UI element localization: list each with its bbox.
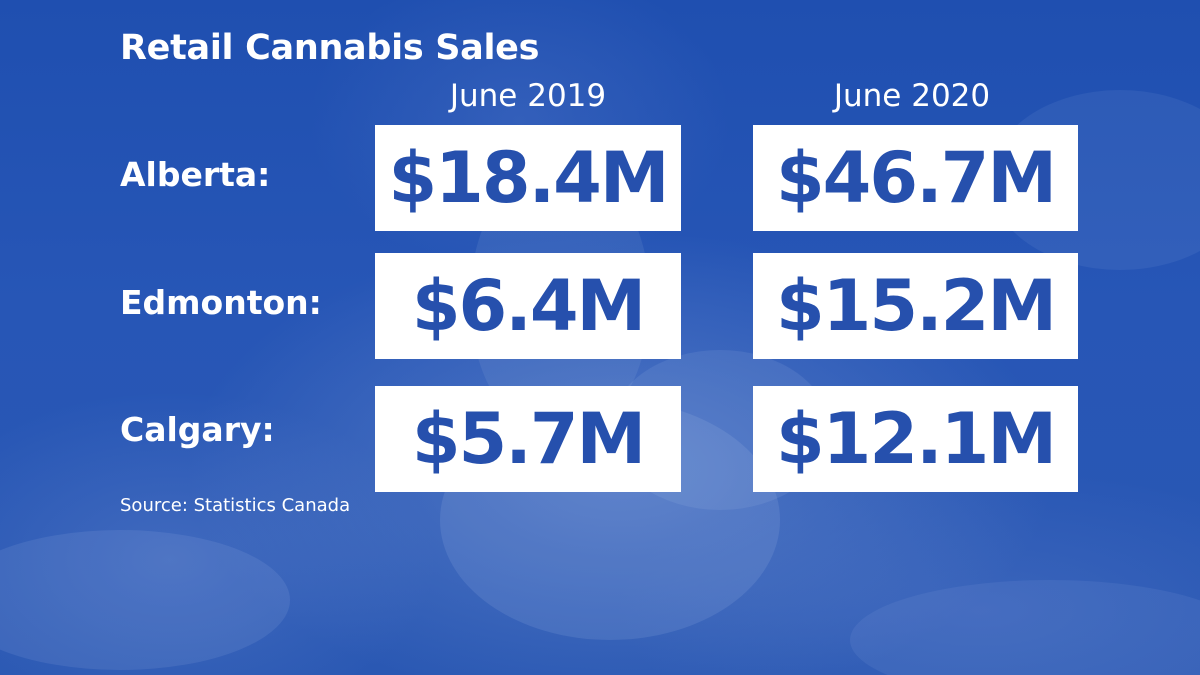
- value-calgary-2019: $5.7M: [411, 398, 646, 480]
- value-cell-alberta-2019: $18.4M: [375, 125, 681, 231]
- value-cell-calgary-2020: $12.1M: [753, 386, 1078, 492]
- value-alberta-2019: $18.4M: [388, 137, 669, 219]
- value-edmonton-2020: $15.2M: [775, 265, 1057, 347]
- row-label-calgary: Calgary:: [120, 410, 275, 449]
- value-cell-calgary-2019: $5.7M: [375, 386, 681, 492]
- chart-title: Retail Cannabis Sales: [120, 28, 540, 68]
- column-header-june-2019: June 2019: [449, 78, 607, 114]
- value-cell-edmonton-2019: $6.4M: [375, 253, 681, 359]
- source-note: Source: Statistics Canada: [120, 495, 351, 516]
- value-cell-edmonton-2020: $15.2M: [753, 253, 1078, 359]
- value-alberta-2020: $46.7M: [775, 137, 1057, 219]
- value-cell-alberta-2020: $46.7M: [753, 125, 1078, 231]
- value-calgary-2020: $12.1M: [775, 398, 1057, 480]
- row-label-edmonton: Edmonton:: [120, 283, 322, 322]
- value-edmonton-2019: $6.4M: [411, 265, 646, 347]
- row-label-alberta: Alberta:: [120, 155, 271, 194]
- column-header-june-2020: June 2020: [833, 78, 991, 114]
